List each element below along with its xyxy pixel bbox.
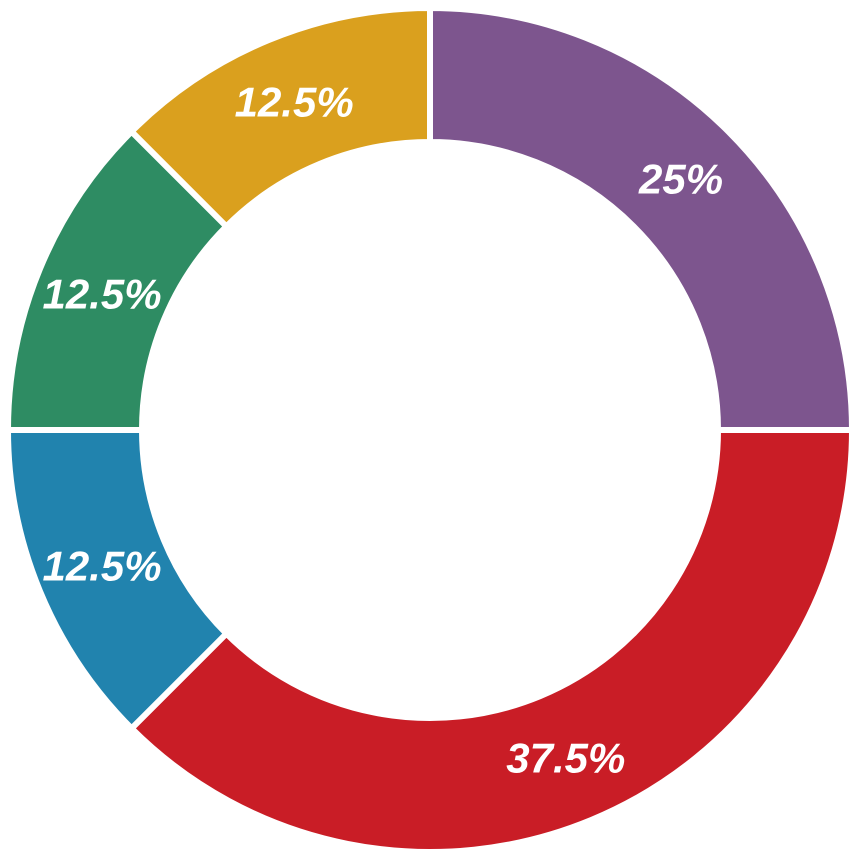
donut-slice-4 (127, 4, 433, 231)
slice-label-1: 37.5% (506, 734, 625, 781)
slice-label-3: 12.5% (42, 271, 161, 318)
slice-label-4: 12.5% (235, 79, 354, 126)
donut-slice-0 (427, 4, 856, 433)
slice-label-0: 25% (638, 155, 723, 202)
donut-slice-1 (127, 427, 856, 855)
labels-layer: 25% 37.5% 12.5% 12.5% 12.5% (42, 79, 723, 782)
slices-layer (4, 4, 856, 855)
slice-label-2: 12.5% (42, 542, 161, 589)
